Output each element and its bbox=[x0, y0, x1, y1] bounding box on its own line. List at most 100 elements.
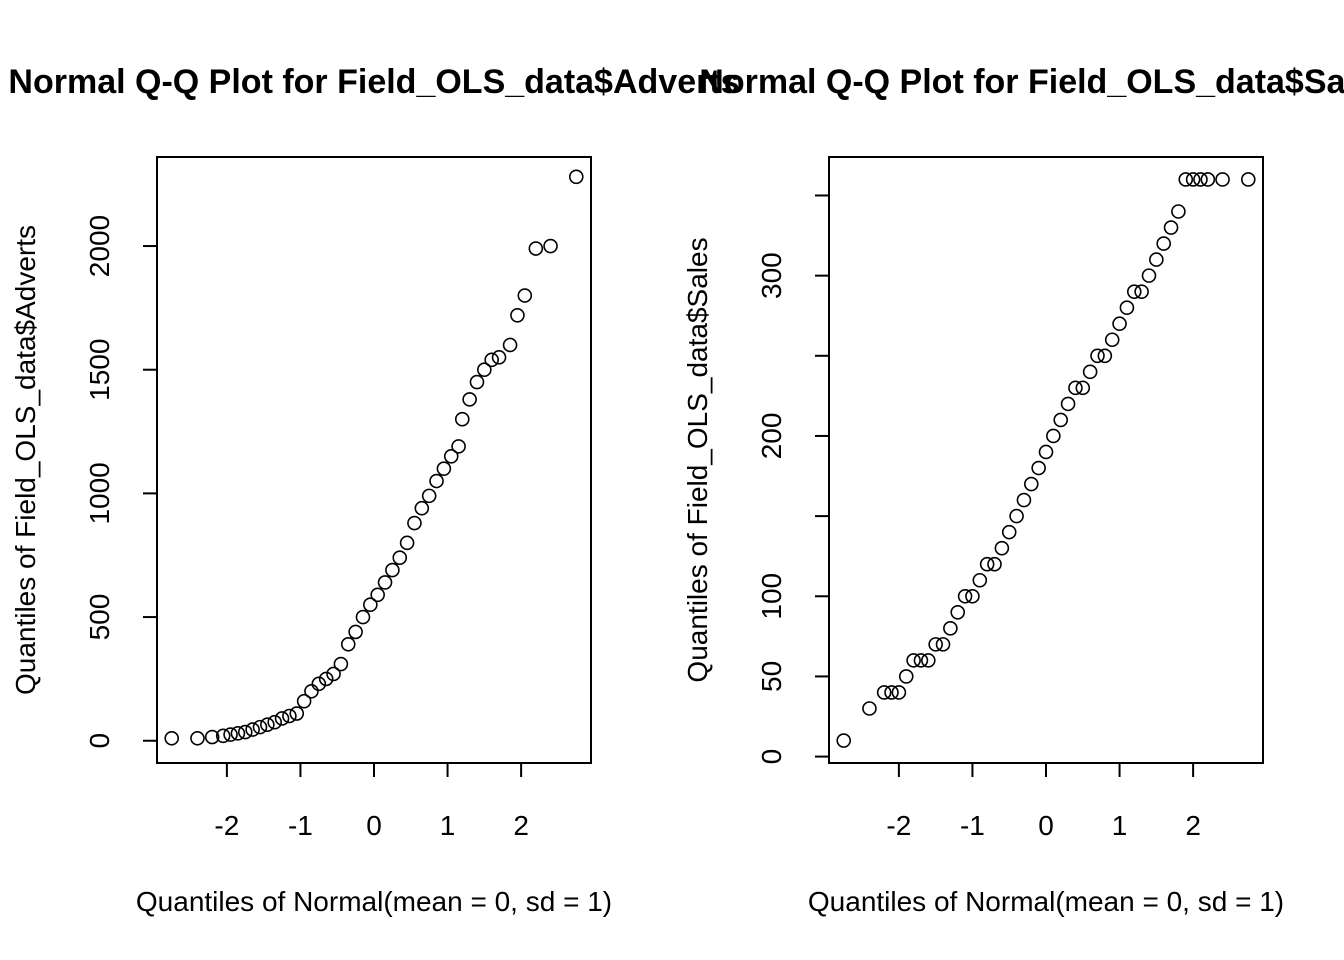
data-point bbox=[568, 169, 584, 185]
x-axis-label-adverts: Quantiles of Normal(mean = 0, sd = 1) bbox=[136, 886, 612, 917]
x-axis-label-sales: Quantiles of Normal(mean = 0, sd = 1) bbox=[808, 886, 1284, 917]
x-tick-label: 2 bbox=[513, 810, 529, 841]
data-point bbox=[429, 473, 444, 489]
y-tick-label: 500 bbox=[84, 594, 115, 641]
data-point bbox=[215, 728, 231, 744]
data-point bbox=[898, 669, 914, 684]
data-point bbox=[935, 637, 951, 652]
data-point bbox=[282, 708, 297, 724]
data-point bbox=[326, 666, 341, 682]
data-points-sales bbox=[836, 172, 1256, 748]
data-point bbox=[1053, 412, 1069, 428]
data-point bbox=[355, 609, 371, 625]
y-tick-label: 1500 bbox=[84, 339, 115, 401]
data-point bbox=[1200, 172, 1216, 187]
data-point bbox=[190, 730, 205, 746]
y-tick-label: 300 bbox=[756, 252, 787, 299]
data-point bbox=[1104, 332, 1120, 348]
x-tick-label: 0 bbox=[1038, 810, 1054, 841]
data-point bbox=[1082, 364, 1098, 380]
data-point bbox=[1031, 460, 1046, 476]
data-point bbox=[1126, 284, 1142, 299]
data-point bbox=[543, 238, 558, 254]
data-point bbox=[454, 411, 470, 427]
data-point bbox=[421, 488, 437, 504]
data-point bbox=[274, 711, 290, 726]
data-point bbox=[491, 350, 507, 365]
data-point bbox=[836, 733, 852, 748]
data-point bbox=[230, 726, 246, 741]
data-point bbox=[436, 461, 452, 476]
data-point bbox=[469, 374, 485, 390]
data-point bbox=[1023, 476, 1039, 492]
chart-title-sales: Normal Q-Q Plot for Field_OLS_data$Sales bbox=[699, 63, 1344, 101]
data-point bbox=[1163, 220, 1179, 235]
data-point bbox=[340, 636, 356, 652]
data-point bbox=[443, 448, 459, 464]
data-point bbox=[928, 637, 943, 652]
data-point bbox=[1156, 236, 1171, 251]
data-point bbox=[348, 624, 363, 640]
data-point bbox=[994, 540, 1010, 556]
data-point bbox=[407, 515, 422, 531]
data-point bbox=[296, 693, 312, 709]
y-axis-adverts: 0 500 1000 1500 2000 bbox=[84, 215, 158, 749]
data-point bbox=[979, 556, 995, 572]
y-tick-label: 50 bbox=[756, 661, 787, 692]
data-point bbox=[517, 288, 533, 303]
x-tick-label: 1 bbox=[440, 810, 456, 841]
data-point bbox=[1141, 268, 1157, 283]
data-point bbox=[1097, 348, 1113, 364]
data-point bbox=[1016, 492, 1032, 508]
y-axis-label-sales: Quantiles of Field_OLS_data$Sales bbox=[682, 237, 713, 682]
y-tick-label: 100 bbox=[756, 573, 787, 620]
data-point bbox=[1075, 380, 1091, 396]
y-tick-label: 1000 bbox=[84, 462, 115, 524]
data-point bbox=[957, 588, 973, 604]
data-point bbox=[385, 562, 400, 578]
data-point bbox=[1185, 172, 1201, 187]
x-tick-label: -1 bbox=[960, 810, 985, 841]
data-point bbox=[204, 729, 220, 745]
data-point bbox=[363, 597, 378, 612]
data-point bbox=[1134, 284, 1149, 299]
data-point bbox=[1193, 172, 1208, 187]
data-point bbox=[392, 550, 408, 566]
data-point bbox=[1119, 300, 1135, 315]
x-tick-label: 2 bbox=[1185, 810, 1201, 841]
y-tick-label: 0 bbox=[84, 733, 115, 749]
qq-plot-adverts: Normal Q-Q Plot for Field_OLS_data$Adver… bbox=[8, 63, 739, 917]
plot-frame-sales bbox=[828, 156, 1264, 764]
data-point bbox=[1149, 252, 1164, 267]
x-axis-adverts: -2 -1 0 1 2 bbox=[214, 762, 529, 841]
data-point bbox=[987, 556, 1002, 572]
data-point bbox=[1038, 444, 1054, 460]
data-point bbox=[950, 605, 966, 620]
data-point bbox=[972, 572, 988, 588]
x-tick-label: 1 bbox=[1112, 810, 1128, 841]
x-tick-label: 0 bbox=[366, 810, 382, 841]
y-tick-label: 0 bbox=[756, 749, 787, 765]
data-point bbox=[399, 535, 415, 551]
data-point bbox=[1171, 204, 1186, 219]
data-point bbox=[289, 706, 305, 721]
data-points-adverts bbox=[164, 169, 584, 746]
plot-frame-adverts bbox=[156, 156, 592, 764]
y-tick-label: 200 bbox=[756, 413, 787, 460]
data-point bbox=[884, 685, 899, 700]
data-point bbox=[1215, 172, 1230, 187]
data-point bbox=[414, 500, 430, 516]
data-point bbox=[1112, 316, 1127, 332]
data-point bbox=[502, 337, 518, 353]
data-point bbox=[891, 685, 907, 700]
data-point bbox=[906, 653, 921, 668]
data-point bbox=[862, 701, 877, 716]
data-point bbox=[237, 724, 253, 740]
x-axis-sales: -2 -1 0 1 2 bbox=[886, 762, 1201, 841]
data-point bbox=[1090, 348, 1105, 364]
x-tick-label: -2 bbox=[886, 810, 911, 841]
data-point bbox=[377, 575, 393, 590]
data-point bbox=[304, 683, 319, 699]
data-point bbox=[462, 392, 477, 407]
